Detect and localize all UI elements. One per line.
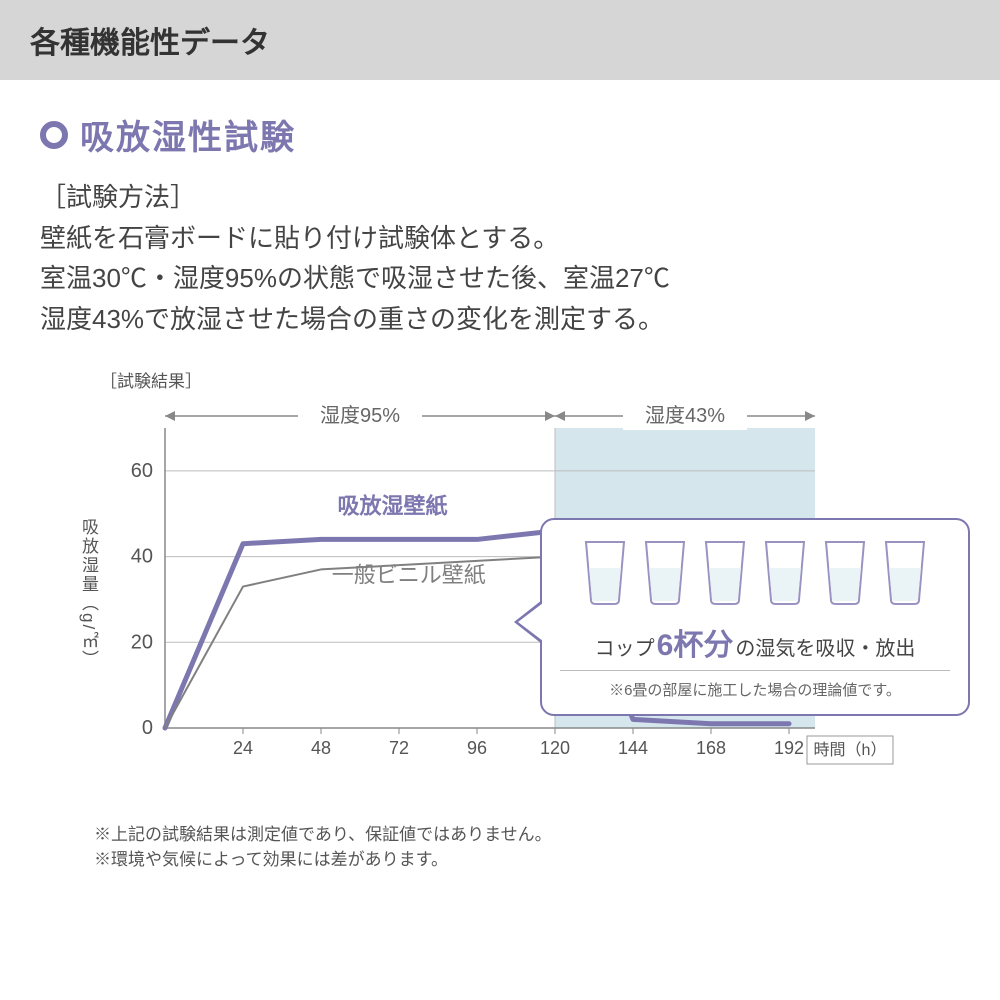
svg-text:時間（h）: 時間（h） bbox=[814, 741, 887, 759]
callout-post: の湿気を吸収・放出 bbox=[735, 638, 915, 660]
svg-text:144: 144 bbox=[618, 738, 648, 758]
callout-divider bbox=[560, 670, 950, 671]
section-title: 吸放湿性試験 bbox=[80, 110, 296, 159]
svg-text:48: 48 bbox=[311, 738, 331, 758]
svg-text:一般ビニル壁紙: 一般ビニル壁紙 bbox=[332, 562, 486, 587]
cup-icon bbox=[820, 538, 870, 606]
svg-text:192: 192 bbox=[774, 738, 804, 758]
content: 吸放湿性試験 ［試験方法］ 壁紙を石膏ボードに貼り付け試験体とする。室温30℃・… bbox=[0, 80, 1000, 873]
method-label: ［試験方法］ bbox=[40, 177, 960, 214]
cups-row bbox=[560, 538, 950, 606]
y-axis-label: 吸放湿量（g/㎡） bbox=[76, 518, 101, 669]
svg-text:24: 24 bbox=[233, 738, 253, 758]
svg-text:湿度95%: 湿度95% bbox=[320, 404, 400, 427]
svg-text:120: 120 bbox=[540, 738, 570, 758]
callout-big: 6杯分 bbox=[655, 629, 736, 662]
cup-icon bbox=[640, 538, 690, 606]
svg-text:72: 72 bbox=[389, 738, 409, 758]
note-line: ※環境や気候によって効果には差があります。 bbox=[94, 847, 960, 873]
header-bar: 各種機能性データ bbox=[0, 0, 1000, 80]
chart-container: 吸放湿量（g/㎡） 0 20 40 60 24 48 72 96 120 144 168 192 時間（… bbox=[60, 398, 960, 808]
callout-main-text: コップ6杯分の湿気を吸収・放出 bbox=[560, 620, 950, 664]
result-label: ［試験結果］ bbox=[100, 367, 960, 392]
svg-text:湿度43%: 湿度43% bbox=[645, 404, 725, 427]
svg-text:60: 60 bbox=[131, 460, 153, 482]
cup-icon bbox=[760, 538, 810, 606]
method-block: ［試験方法］ 壁紙を石膏ボードに貼り付け試験体とする。室温30℃・湿度95%の状… bbox=[40, 177, 960, 339]
note-line: ※上記の試験結果は測定値であり、保証値ではありません。 bbox=[94, 822, 960, 848]
bullet-icon bbox=[40, 121, 68, 149]
svg-text:96: 96 bbox=[467, 738, 487, 758]
svg-text:168: 168 bbox=[696, 738, 726, 758]
cup-icon bbox=[880, 538, 930, 606]
notes: ※上記の試験結果は測定値であり、保証値ではありません。※環境や気候によって効果に… bbox=[94, 822, 960, 873]
section-title-row: 吸放湿性試験 bbox=[40, 110, 960, 159]
method-text: 壁紙を石膏ボードに貼り付け試験体とする。室温30℃・湿度95%の状態で吸湿させた… bbox=[40, 218, 960, 339]
callout-box: コップ6杯分の湿気を吸収・放出 ※6畳の部屋に施工した場合の理論値です。 bbox=[540, 518, 970, 716]
cup-icon bbox=[580, 538, 630, 606]
svg-text:20: 20 bbox=[131, 631, 153, 653]
callout-sub-text: ※6畳の部屋に施工した場合の理論値です。 bbox=[560, 679, 950, 700]
page-title: 各種機能性データ bbox=[30, 27, 270, 60]
callout-pre: コップ bbox=[595, 638, 655, 660]
svg-text:吸放湿壁紙: 吸放湿壁紙 bbox=[337, 494, 447, 519]
svg-text:0: 0 bbox=[142, 717, 153, 739]
cup-icon bbox=[700, 538, 750, 606]
svg-text:40: 40 bbox=[131, 545, 153, 567]
